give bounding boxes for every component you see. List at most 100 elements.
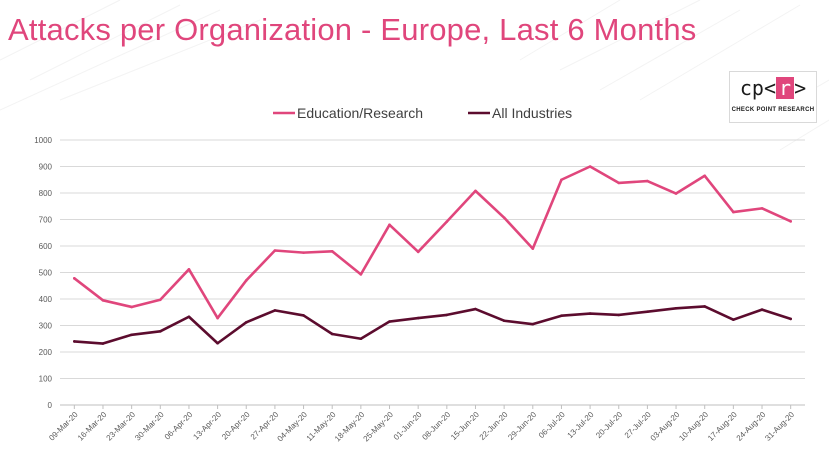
data-point-0 [760, 207, 764, 210]
data-point-0 [445, 220, 449, 223]
data-point-0 [416, 250, 420, 254]
data-point-1 [445, 313, 449, 317]
y-tick-label: 200 [39, 348, 53, 357]
data-point-0 [789, 220, 792, 223]
data-point-1 [187, 315, 191, 319]
legend: Education/Research All Industries [273, 105, 572, 121]
page-title: Attacks per Organization - Europe, Last … [8, 12, 697, 47]
data-point-1 [560, 314, 563, 317]
data-point-1 [531, 322, 535, 326]
x-tick-label: 06-Jul-20 [537, 410, 567, 440]
data-point-1 [244, 321, 248, 324]
data-point-0 [73, 277, 76, 280]
data-point-1 [388, 320, 391, 323]
logo-mark-left: cp< [739, 76, 777, 100]
data-point-0 [674, 192, 678, 195]
data-point-0 [273, 249, 277, 252]
x-tick-label: 16-Mar-20 [76, 410, 109, 443]
data-point-1 [502, 319, 506, 323]
gridlines [60, 139, 805, 406]
logo-mark-r: r [776, 77, 795, 99]
x-tick-label: 04-May-20 [276, 410, 310, 444]
x-tick-label: 29-Jun-20 [506, 410, 538, 442]
data-point-1 [302, 314, 305, 317]
data-point-0 [502, 216, 506, 219]
data-point-0 [703, 174, 707, 178]
x-axis-ticks: 09-Mar-2016-Mar-2023-Mar-2030-Mar-2006-A… [47, 405, 796, 443]
series-line-0 [73, 165, 792, 320]
y-tick-label: 1000 [34, 136, 52, 145]
y-tick-label: 100 [39, 375, 53, 384]
data-point-1 [703, 305, 707, 308]
data-point-1 [330, 332, 334, 336]
data-point-1 [130, 333, 133, 337]
y-tick-label: 400 [39, 295, 53, 304]
y-tick-label: 0 [48, 401, 53, 410]
x-tick-label: 13-Apr-20 [191, 410, 223, 442]
data-point-0 [187, 268, 191, 271]
data-point-0 [388, 223, 391, 227]
x-tick-label: 30-Mar-20 [133, 410, 166, 443]
legend-label-1: All Industries [492, 105, 572, 121]
data-point-0 [732, 210, 735, 214]
data-point-0 [101, 299, 105, 302]
series-lines [73, 165, 792, 345]
check-point-research-logo: cp< r > CHECK POINT RESEARCH [729, 71, 817, 123]
data-point-1 [474, 307, 477, 311]
data-point-1 [588, 312, 592, 315]
x-tick-label: 03-Aug-20 [649, 410, 682, 443]
data-point-1 [789, 317, 792, 321]
data-point-1 [760, 308, 764, 311]
x-tick-label: 31-Aug-20 [763, 410, 796, 443]
x-tick-label: 25-May-20 [362, 410, 396, 444]
data-point-1 [73, 340, 76, 343]
data-point-1 [101, 342, 105, 345]
data-point-1 [216, 341, 219, 345]
logo-mark-right: > [794, 76, 807, 100]
data-point-1 [646, 310, 649, 314]
data-point-0 [617, 181, 621, 185]
data-point-1 [416, 316, 420, 320]
data-point-1 [359, 337, 363, 341]
x-tick-label: 08-Jun-20 [420, 410, 452, 442]
data-point-0 [302, 251, 305, 254]
x-tick-label: 09-Mar-20 [47, 410, 80, 443]
data-point-1 [732, 318, 735, 321]
y-tick-label: 700 [39, 216, 53, 225]
data-point-1 [158, 330, 162, 333]
data-point-0 [359, 273, 363, 276]
y-axis-ticks: 0 100 200 300 400 500 600 700 800 900 1000 [34, 136, 52, 410]
data-point-0 [474, 189, 477, 193]
data-point-1 [674, 306, 678, 310]
data-point-0 [560, 178, 563, 182]
series-line-1 [73, 305, 792, 345]
y-tick-label: 800 [39, 189, 53, 198]
x-tick-label: 10-Aug-20 [677, 410, 710, 443]
y-tick-label: 500 [39, 269, 53, 278]
y-tick-label: 300 [39, 322, 53, 331]
data-point-0 [330, 250, 334, 253]
data-point-0 [158, 298, 162, 302]
data-point-0 [130, 305, 133, 309]
x-tick-label: 22-Jun-20 [478, 410, 510, 442]
y-tick-label: 900 [39, 163, 53, 172]
x-tick-label: 01-Jun-20 [392, 410, 424, 442]
data-point-0 [244, 279, 248, 282]
x-tick-label: 20-Apr-20 [220, 410, 252, 442]
x-tick-label: 13-Jul-20 [566, 410, 596, 440]
data-point-1 [617, 313, 621, 317]
logo-text: CHECK POINT RESEARCH [731, 107, 815, 113]
data-point-0 [531, 247, 535, 250]
x-tick-label: 06-Apr-20 [163, 410, 195, 442]
data-point-0 [646, 179, 649, 183]
x-tick-label: 17-Aug-20 [706, 410, 739, 443]
data-point-0 [588, 165, 592, 168]
x-tick-label: 23-Mar-20 [105, 410, 138, 443]
x-tick-label: 20-Jul-20 [594, 410, 624, 440]
x-tick-label: 24-Aug-20 [735, 410, 768, 443]
data-point-1 [273, 309, 277, 312]
logo-mark: cp< r > [730, 76, 816, 100]
x-tick-label: 15-Jun-20 [449, 410, 481, 442]
data-point-0 [216, 316, 219, 320]
